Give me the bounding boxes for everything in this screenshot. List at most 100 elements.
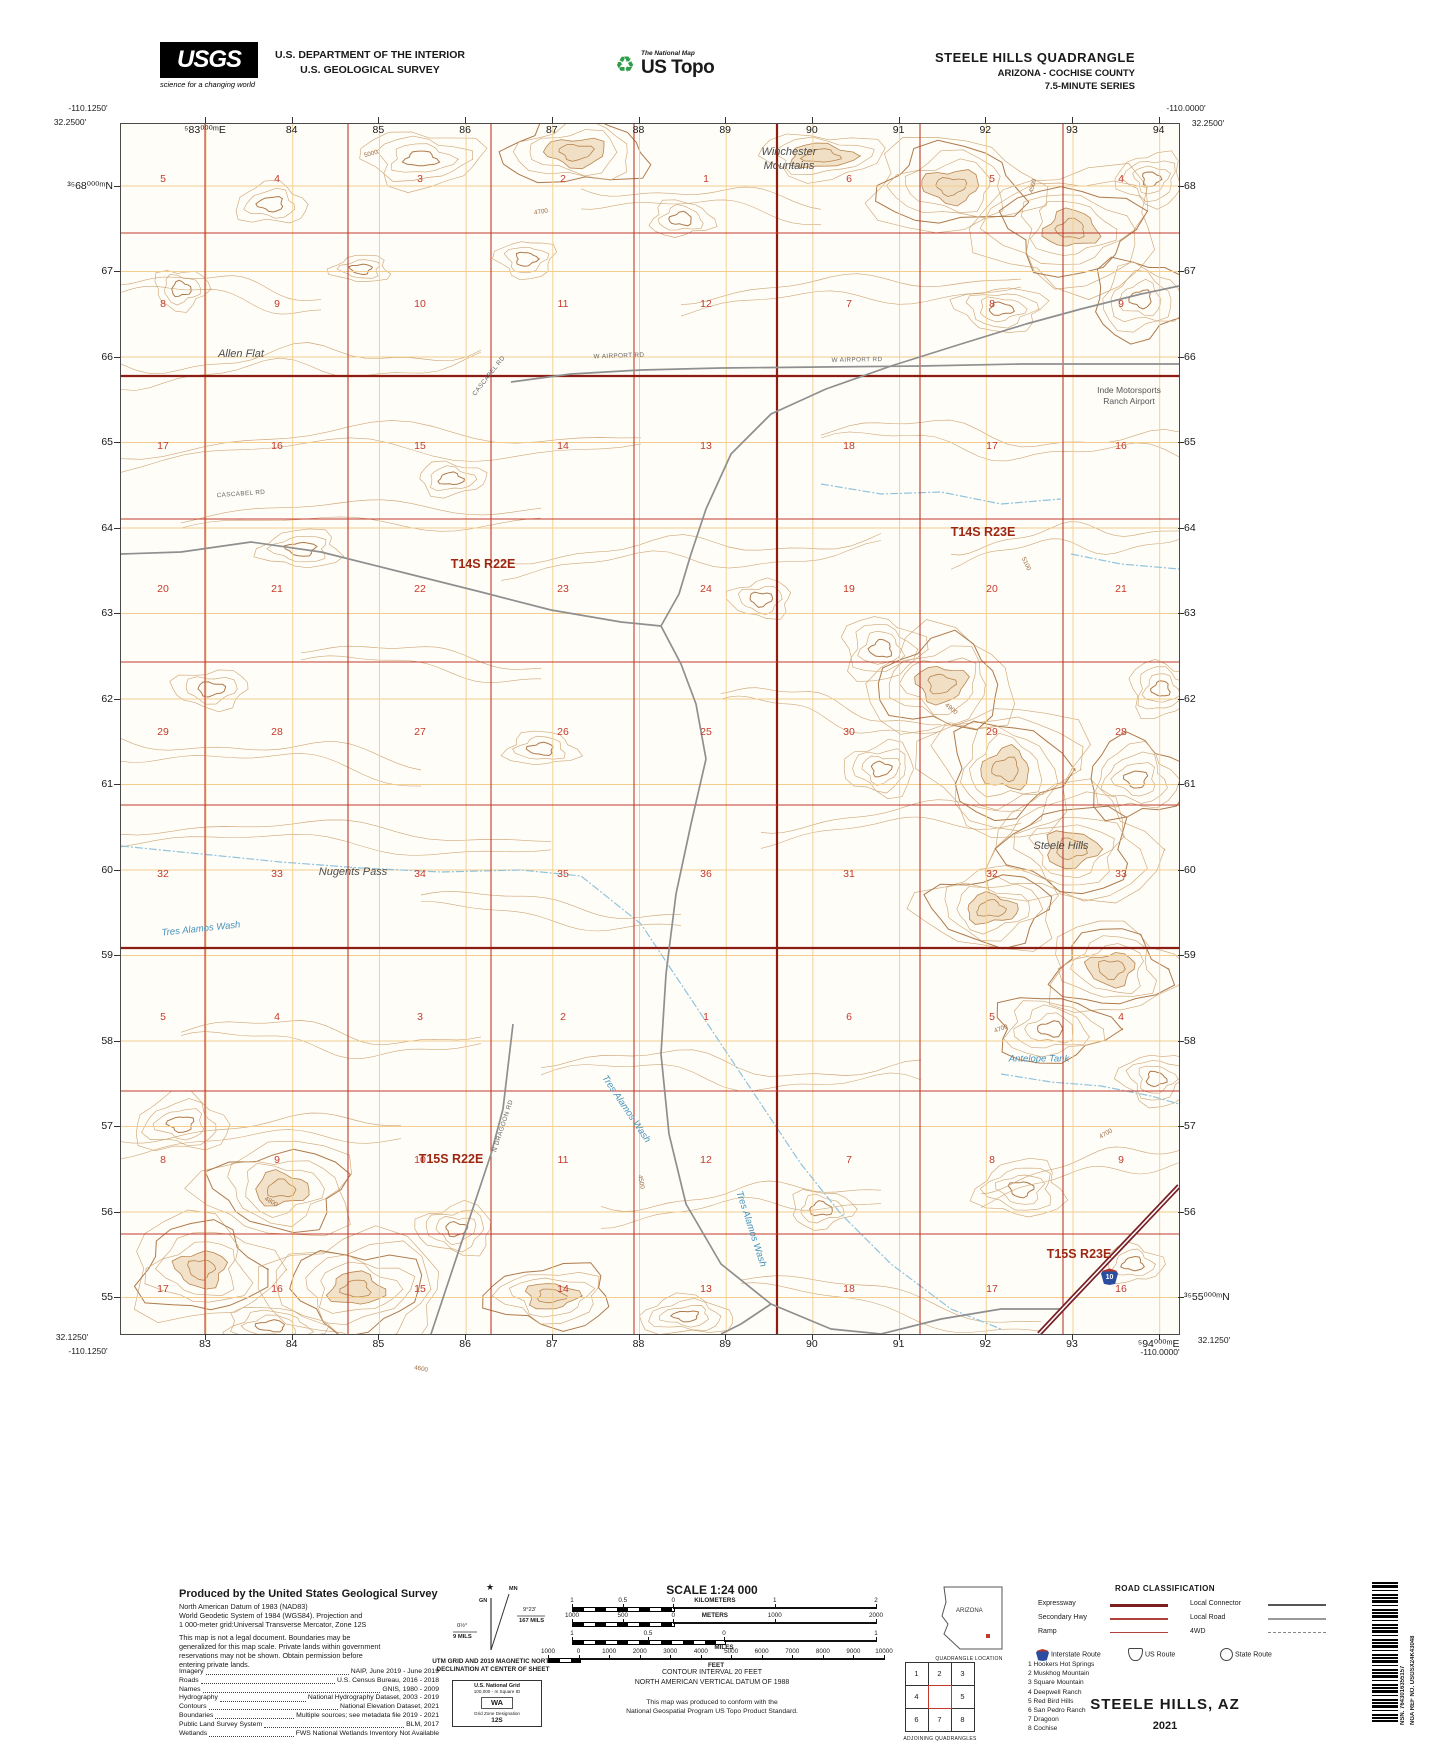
scale-bar-value: 9000	[846, 1648, 861, 1655]
data-source-row: Contours National Elevation Dataset, 2021	[179, 1703, 439, 1711]
quad-name: STEELE HILLS QUADRANGLE	[934, 50, 1135, 65]
gn-degrees: 0½°	[457, 1623, 468, 1629]
scale-bar-tick	[673, 1604, 675, 1609]
declination-diagram: ★ GN MN 0½° 9 MILS 9°23' 167 MILS	[433, 1582, 553, 1656]
grid-north-label: GN	[479, 1598, 488, 1604]
section-number: 1	[703, 1011, 709, 1023]
place-label: Nugents Pass	[318, 866, 388, 878]
grid-label-left: 56	[101, 1205, 113, 1218]
data-sources-list: Imagery NAIP, June 2019 - June 2019 Roads U…	[179, 1668, 439, 1738]
data-source-row: Roads U.S. Census Bureau, 2016 - 2018	[179, 1676, 439, 1685]
scale-bar-stripes	[572, 1639, 726, 1645]
scale-bar-tick	[548, 1655, 549, 1660]
grid-label-left: 65	[101, 436, 113, 449]
adjoining-quad-name: 4 Deepwell Ranch	[1028, 1688, 1082, 1696]
scale-bar-tick	[639, 1655, 641, 1660]
grid-label-left: 63	[101, 607, 113, 620]
grid-tick	[638, 1334, 640, 1340]
section-number: 17	[986, 1283, 998, 1295]
grid-tick	[1178, 1040, 1184, 1042]
section-number: 4	[1118, 1011, 1124, 1023]
road-classification-title: ROAD CLASSIFICATION	[1115, 1584, 1215, 1593]
grid-label-top: 93	[1066, 124, 1078, 136]
scale-title: SCALE 1:24 000	[666, 1583, 758, 1597]
declination-arrows	[453, 1593, 545, 1651]
grid-label-left: 58	[101, 1034, 113, 1047]
section-number: 9	[1118, 1154, 1124, 1166]
grid-tick	[114, 784, 120, 786]
grid-label-top: 90	[806, 124, 818, 136]
grid-tick	[898, 1334, 900, 1340]
grid-label-right: 58	[1184, 1034, 1196, 1047]
grid-label-left: 55	[101, 1290, 113, 1303]
section-number: 8	[989, 298, 995, 310]
grid-tick	[114, 1296, 120, 1298]
water-label: Antelope Tank	[1008, 1053, 1070, 1065]
place-label: Steele Hills	[1033, 840, 1089, 852]
grid-label-right: 56	[1184, 1205, 1196, 1218]
road-class-shield-row: Interstate Route	[1036, 1648, 1101, 1661]
road-class-sample-fourwd	[1268, 1632, 1326, 1633]
section-number: 17	[986, 440, 998, 452]
grid-label-bottom: 90	[806, 1338, 818, 1350]
section-number: 25	[700, 726, 712, 738]
road-label: W AIRPORT RD	[831, 356, 883, 364]
scale-bar-value: 500	[617, 1612, 629, 1619]
township-label: T14S R23E	[950, 525, 1016, 539]
scale-bar-tick	[876, 1637, 877, 1642]
section-number: 14	[557, 1283, 569, 1295]
barcode	[1372, 1582, 1398, 1722]
mn-mils: 167 MILS	[519, 1618, 545, 1624]
grid-tick	[1178, 356, 1184, 358]
scale-bar-value: 6000	[754, 1648, 769, 1655]
adjoining-cell: 5	[950, 1684, 975, 1709]
section-number: 4	[1118, 173, 1124, 185]
grid-label-left: 61	[101, 778, 113, 791]
adjoining-quad-name: 2 Muskhog Mountain	[1028, 1670, 1090, 1678]
section-number: 8	[989, 1154, 995, 1166]
road-class-label: Local Road	[1190, 1614, 1226, 1621]
section-number: 20	[157, 583, 169, 595]
section-number: 3	[417, 173, 423, 185]
topo-canvas	[121, 124, 1179, 1334]
grid-label-bottom: 88	[632, 1338, 645, 1350]
grid-label-bottom: 84	[285, 1338, 298, 1350]
adjoining-cell: 1	[904, 1661, 929, 1686]
grid-label-right: 68	[1184, 180, 1196, 192]
grid-tick	[1178, 527, 1184, 529]
department-heading: U.S. DEPARTMENT OF THE INTERIOR U.S. GEO…	[275, 48, 465, 78]
state-route-icon	[1220, 1648, 1233, 1661]
grid-tick	[551, 117, 553, 123]
adjoining-cell: 6	[904, 1707, 929, 1732]
quad-series: 7.5-MINUTE SERIES	[1044, 81, 1135, 92]
scale-bar-tick	[572, 1619, 573, 1624]
grid-tick	[205, 117, 206, 123]
scale-bar-stripes	[548, 1657, 581, 1663]
scale-bar-value: 1000	[767, 1612, 782, 1619]
section-number: 33	[1115, 868, 1127, 880]
corner-coordinate: -110.0000'	[1166, 103, 1206, 113]
scale-bar-tick	[724, 1637, 725, 1642]
corner-coordinate: 32.2500'	[53, 117, 87, 127]
grid-tick	[985, 117, 987, 123]
scale-bar-value: 0.5	[643, 1630, 653, 1637]
section-number: 31	[843, 868, 855, 880]
grid-label-top: 84	[285, 124, 298, 136]
corner-coordinate: -110.1250'	[68, 103, 108, 113]
usgs-logo: USGS	[160, 42, 258, 78]
adjoining-cell: 2	[927, 1661, 952, 1686]
section-number: 33	[271, 868, 283, 880]
grid-label-top: 86	[459, 124, 471, 136]
grid-tick	[1072, 117, 1073, 123]
place-label: Ranch Airport	[1103, 396, 1155, 406]
grid-tick	[725, 1334, 727, 1340]
grid-label-top: 89	[719, 124, 732, 136]
section-number: 26	[557, 726, 569, 738]
data-source-row: Boundaries Multiple sources; see metadata…	[179, 1711, 439, 1720]
section-number: 4	[274, 173, 280, 185]
scale-bar-value: 1	[570, 1630, 574, 1637]
grid-tick	[291, 1334, 293, 1340]
adjoining-cell: 7	[927, 1707, 952, 1732]
adjoining-quad-name: 7 Dragoon	[1028, 1716, 1059, 1724]
grid-tick	[114, 698, 120, 700]
